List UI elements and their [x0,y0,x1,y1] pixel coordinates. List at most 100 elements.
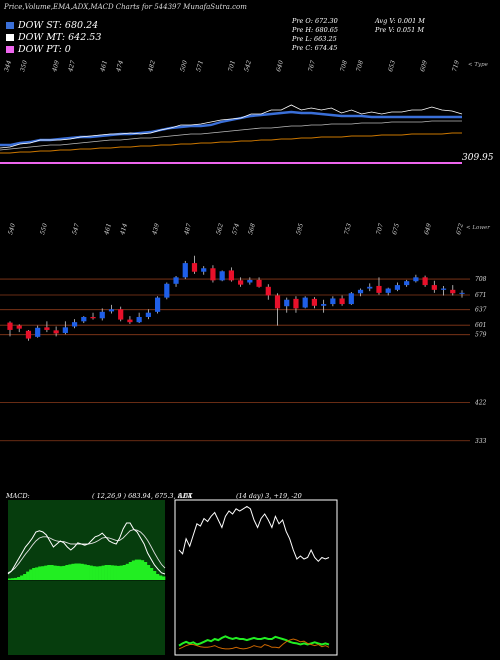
candle-body [394,285,401,290]
macd-histogram-bar [86,565,90,580]
ema-top-axis-label: 350 [19,59,29,72]
macd-signal-line [7,529,166,574]
candle-body [247,279,253,283]
macd-histogram-bar [71,563,75,580]
legend-swatch-mt [6,34,14,41]
macd-histogram-bar [125,563,130,580]
candle-body [7,322,13,330]
macd-histogram-bar [29,569,33,580]
ema-top-axis-label: 701 [227,60,237,73]
price-level-label: 333 [475,438,487,445]
macd-histogram-bar [137,559,142,580]
price-top-axis-label: 753 [343,222,353,235]
price-level-label: 637 [475,307,487,314]
macd-histogram-bar [116,565,121,580]
price-level-label: 671 [475,292,486,299]
macd-histogram-bar [41,566,45,580]
macd-histogram-bar [26,571,30,580]
ema-series-line-1 [0,104,463,149]
candle-body [348,293,354,305]
macd-histogram-bar [14,577,18,580]
candle-body [321,304,327,306]
macd-histogram-bar [98,566,102,580]
macd-line [7,522,166,575]
legend-label-st: DOW ST: 680.24 [18,20,99,31]
candle-body [35,327,41,337]
price-top-axis-label: 414 [119,222,129,236]
macd-histogram-bar [32,568,36,580]
ema-top-axis-label: 482 [147,59,157,73]
macd-histogram-bar [8,578,12,580]
candle-body [284,299,290,307]
ema-right-label: 309.95 [462,153,494,163]
adx-label: ADX [178,492,193,500]
macd-histogram-bar [161,576,166,580]
macd-histogram-bar [119,565,124,580]
candle-body [145,312,151,317]
candle-body [191,263,198,272]
ema-top-axis-label: 767 [307,59,317,72]
macd-histogram-bar [23,574,27,580]
price-level-label: 601 [475,322,486,329]
macd-label: MACD: [6,492,30,500]
ema-top-axis-label: 344 [3,59,13,72]
ema-top-axis-label: 571 [195,60,205,73]
macd-histogram-bar [158,575,163,580]
candle-body [99,311,105,319]
candle-body [330,298,336,305]
candle-body [136,317,142,323]
macd-histogram-bar [113,565,117,580]
macd-histogram-bar [128,562,133,580]
ema-top-axis-label: 708 [339,59,349,72]
ema-top-axis-label: 609 [419,59,429,72]
candle-body [376,285,382,293]
legend-swatch-pt [6,46,14,53]
candle-body [173,277,179,284]
price-level-label: 708 [475,276,487,283]
stat-prev-volume: Pre V: 0.051 M [375,26,425,34]
ema-series-line-3 [0,132,462,154]
price-top-axis-label: 672 [455,222,465,235]
candle-body [62,327,68,333]
legend-swatch-st [6,22,14,29]
macd-histogram-bar [134,559,139,580]
ema-top-axis-label: 474 [115,59,125,73]
legend-dow-pt: DOW PT: 0 [6,44,71,55]
macd-histogram-bar [122,565,127,580]
price-top-axis-label: 707 [375,222,385,235]
candle-body [182,263,188,278]
note-type: < Type [468,62,488,68]
macd-histogram-bar [89,565,93,580]
candle-body [164,283,170,298]
candle-body [274,295,281,309]
price-top-axis-label: 649 [423,222,433,235]
candle-body [25,330,32,339]
note-lower: < Lower [466,225,490,231]
candle-body [367,286,373,289]
chart-title: Price,Volume,EMA,ADX,MACD Charts for 544… [4,3,247,11]
candle-body [219,271,225,281]
price-top-axis-label: 540 [7,222,17,235]
candle-body [339,298,345,305]
candle-body [293,298,299,309]
candle-body [404,281,410,286]
price-level-label: 579 [475,332,487,339]
macd-histogram-bar [140,560,145,580]
macd-histogram-bar [83,564,87,580]
stat-prev-low: Pre L: 663.25 [292,35,337,43]
adx-minus-di-line [178,638,330,650]
macd-histogram-bar [20,575,24,580]
candle-body [154,297,161,312]
price-top-axis-label: 562 [215,222,225,235]
legend-dow-st: DOW ST: 680.24 [6,20,98,31]
adx-line [178,505,330,563]
ema-top-axis-label: 461 [99,60,109,74]
macd-histogram-bar [62,565,66,580]
price-top-axis-label: 461 [103,223,113,237]
macd-histogram-bar [38,566,42,580]
price-top-axis-label: 487 [183,222,193,236]
macd-histogram-bar [50,565,54,580]
candle-body [256,279,262,287]
ema-series-line-0 [0,110,462,147]
